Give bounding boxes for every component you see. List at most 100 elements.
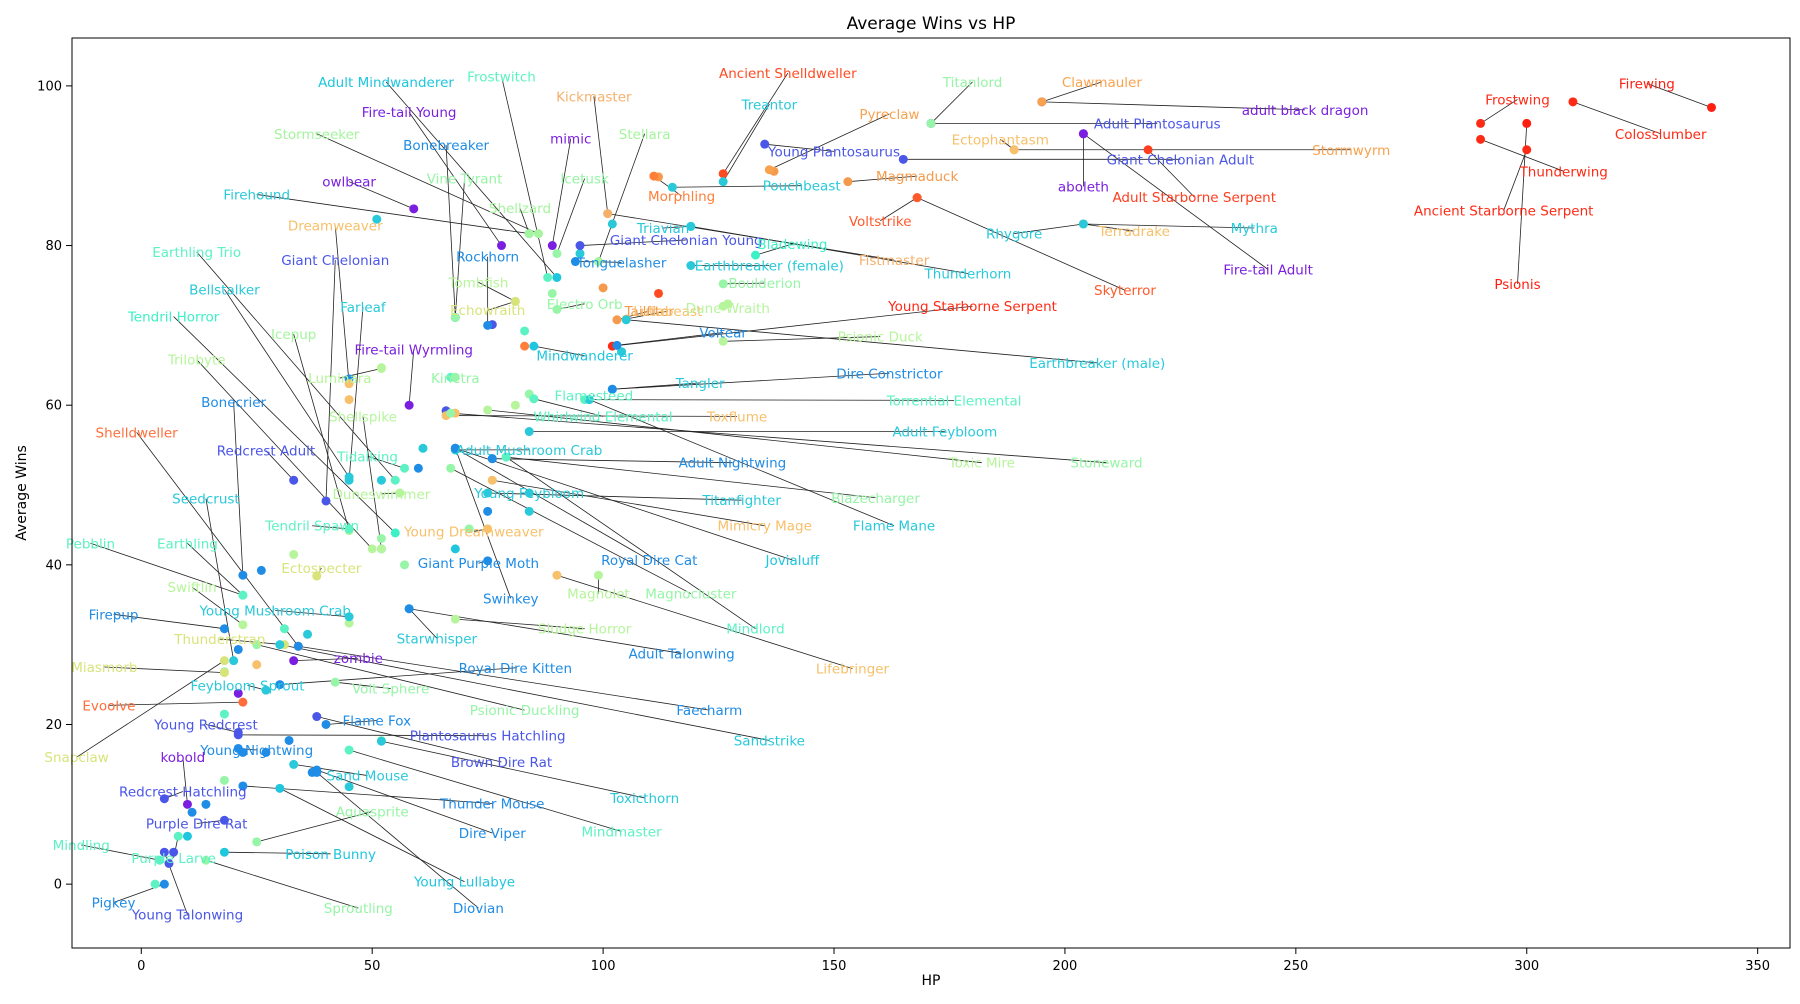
point-label: Shellzard (489, 201, 551, 217)
leader-line (598, 133, 646, 262)
leader-line (279, 644, 770, 741)
leader-line (450, 412, 1107, 464)
data-point (229, 656, 239, 666)
y-tick-label: 40 (45, 558, 62, 573)
data-point (510, 400, 520, 410)
data-point (552, 304, 562, 314)
point-label: Frostwitch (467, 69, 536, 85)
point-label: Boulderion (728, 276, 801, 292)
point-label: Whirlwind Elemental (534, 409, 673, 425)
data-point (912, 193, 922, 203)
leader-line (293, 334, 350, 531)
leader-line (136, 432, 299, 647)
point-label: Dire Constrictor (836, 366, 943, 382)
data-point (256, 565, 266, 575)
point-label: Diovian (453, 901, 504, 917)
data-point (344, 524, 354, 534)
data-point (686, 221, 696, 231)
data-point (593, 570, 603, 580)
point-label: Echowraith (450, 303, 525, 319)
point-label: Redcrest Adult (217, 444, 315, 460)
data-point (1143, 145, 1153, 155)
point-label: Pouchbeast (763, 179, 841, 195)
leader-line (104, 666, 225, 674)
leader-line (275, 609, 350, 618)
point-label: Firepup (89, 607, 139, 623)
point-label: Thunderstrap (173, 632, 265, 648)
point-label: Lullabeast (633, 304, 702, 320)
point-label: Tendril Spawn (264, 519, 359, 535)
point-label: Miasmorb (71, 660, 137, 676)
point-label: Torrential Elemental (886, 393, 1022, 409)
data-point (289, 759, 299, 769)
leader-line (316, 716, 502, 763)
x-tick-label: 50 (364, 959, 381, 974)
data-point (547, 241, 557, 251)
leader-line (764, 143, 835, 152)
data-point (418, 443, 428, 453)
point-label: Firehound (223, 187, 290, 203)
point-label: kobold (160, 750, 205, 766)
point-label: Colosslumber (1615, 127, 1707, 143)
data-point (450, 544, 460, 554)
point-label: Flame Fox (342, 714, 411, 730)
point-label: Vine Tyrant (427, 171, 503, 187)
point-label: Kinetra (431, 371, 480, 387)
point-label: Jovialuff (765, 553, 821, 569)
data-point (159, 879, 169, 889)
leader-line (224, 851, 331, 855)
data-point (718, 336, 728, 346)
leader-line (556, 574, 853, 669)
point-label: Rhygore (986, 227, 1042, 243)
data-point (289, 549, 299, 559)
point-label: Mindmaster (582, 824, 663, 840)
point-label: Lifebringer (816, 662, 890, 678)
data-point (390, 475, 400, 485)
point-label: Ectophantasm (952, 132, 1049, 148)
point-label: Bladewing (757, 237, 827, 253)
point-label: Thunderwing (1519, 164, 1608, 180)
leader-line (722, 72, 789, 174)
data-point (450, 443, 460, 453)
point-label: Psionis (1494, 277, 1540, 293)
data-point (187, 807, 197, 817)
point-label: zombie (334, 651, 383, 667)
point-label: Poison Bunny (285, 847, 376, 863)
data-point (926, 118, 936, 128)
point-label: Seedcrust (172, 492, 240, 508)
data-point (760, 139, 770, 149)
data-point (598, 283, 608, 293)
leader-line (446, 415, 738, 417)
leader-line (1014, 223, 1084, 234)
data-point (621, 315, 631, 325)
data-point (344, 618, 354, 628)
data-point (233, 743, 243, 753)
point-label: Icepup (271, 327, 316, 343)
point-label: Pebblin (66, 536, 115, 552)
data-point (1706, 102, 1716, 112)
leader-line (293, 657, 359, 662)
point-label: Young Nightwing (199, 743, 313, 759)
leader-line (579, 239, 687, 246)
data-point (649, 171, 659, 181)
point-label: Stoneward (1070, 456, 1142, 472)
data-point (289, 475, 299, 485)
point-label: Bonebreaker (403, 138, 489, 154)
data-point (404, 400, 414, 410)
point-label: Starwhisper (397, 631, 478, 647)
data-point (303, 629, 313, 639)
data-point (552, 570, 562, 580)
point-label: Bonecrier (201, 395, 266, 411)
point-label: Fire-tail Young (362, 105, 457, 121)
leader-line (492, 458, 733, 464)
leader-line (445, 144, 456, 318)
point-label: Frostwing (1485, 92, 1550, 108)
data-point (446, 463, 456, 473)
point-label: adult black dragon (1242, 103, 1369, 119)
leader-line (312, 525, 350, 530)
leader-line (182, 757, 188, 805)
data-point (483, 405, 493, 415)
data-point (607, 384, 617, 394)
point-label: Icetusk (560, 171, 609, 187)
